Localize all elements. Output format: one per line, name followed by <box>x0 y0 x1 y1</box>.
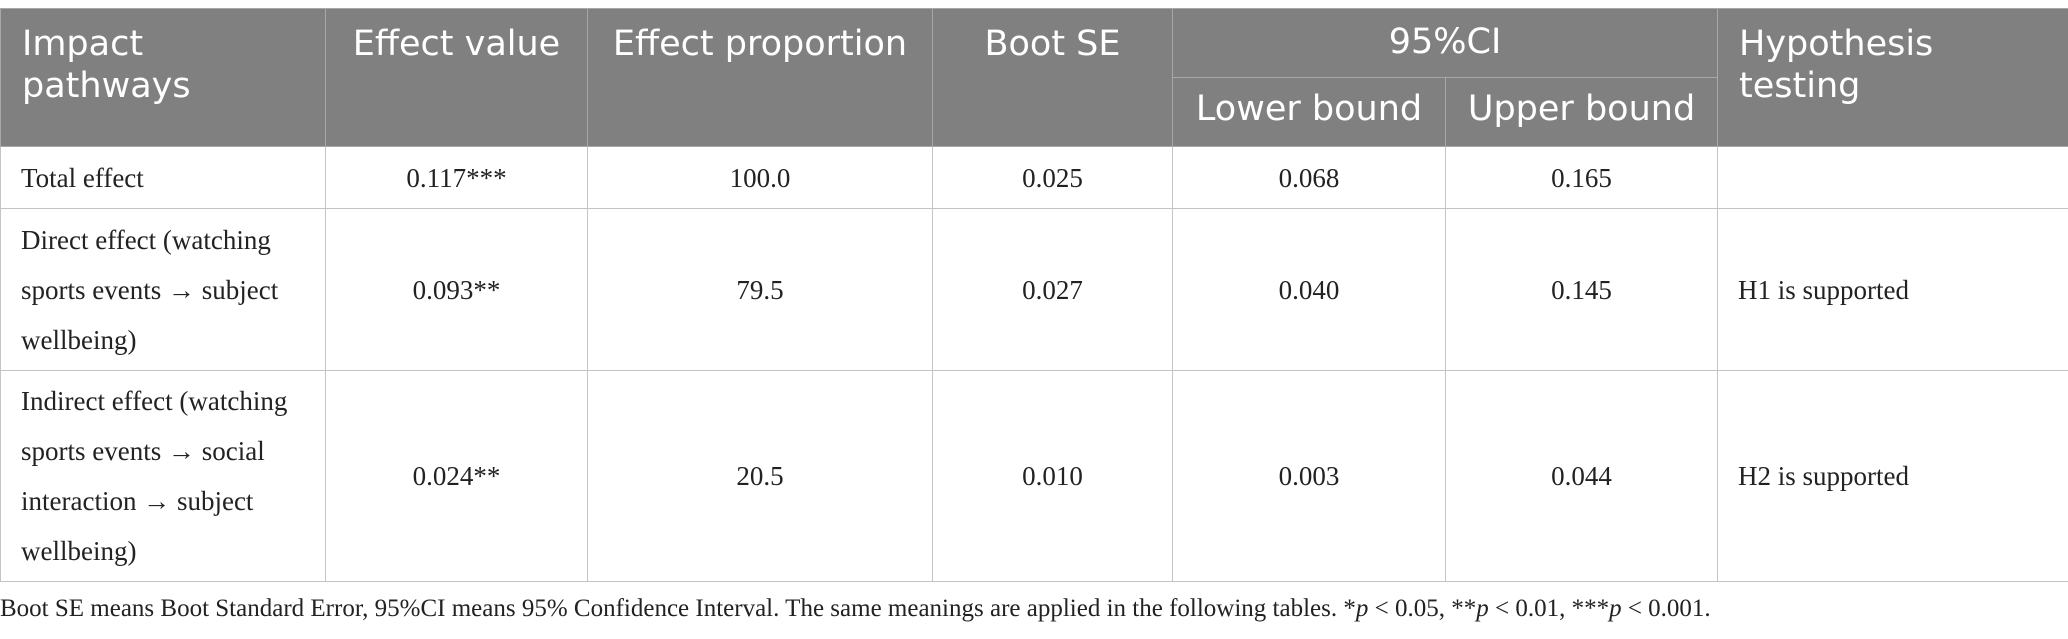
footnote-p-symbol: p <box>1476 595 1489 622</box>
cell-lower-bound: 0.003 <box>1172 370 1446 582</box>
footnote-text: < 0.05, ** <box>1368 595 1477 622</box>
cell-hypothesis <box>1717 146 2068 209</box>
table-header: Impact pathways Effect value Effect prop… <box>0 8 2068 147</box>
header-95ci: 95%CI <box>1172 8 1718 78</box>
cell-boot-se: 0.027 <box>932 208 1173 371</box>
cell-effect-value: 0.117*** <box>325 146 588 209</box>
table-row: Indirect effect (watching sports events … <box>0 370 2068 582</box>
cell-hypothesis: H2 is supported <box>1717 370 2068 582</box>
footnote-text: < 0.01, *** <box>1488 595 1610 622</box>
cell-lower-bound: 0.040 <box>1172 208 1446 371</box>
table-footnote: Boot SE means Boot Standard Error, 95%CI… <box>0 595 1711 623</box>
cell-pathway: Total effect <box>0 146 326 209</box>
cell-upper-bound: 0.044 <box>1445 370 1718 582</box>
header-row-2: Lower bound Upper bound <box>1 77 2068 147</box>
results-table-container: Impact pathways Effect value Effect prop… <box>0 8 2068 582</box>
cell-lower-bound: 0.068 <box>1172 146 1446 209</box>
cell-effect-proportion: 100.0 <box>587 146 933 209</box>
cell-upper-bound: 0.145 <box>1445 208 1718 371</box>
header-lower-bound: Lower bound <box>1172 77 1446 147</box>
cell-pathway: Direct effect (watching sports events → … <box>0 208 326 371</box>
cell-effect-value: 0.024** <box>325 370 588 582</box>
header-impact-pathways: Impact pathways <box>0 8 326 147</box>
mediation-effects-table: Impact pathways Effect value Effect prop… <box>0 8 2068 582</box>
cell-boot-se: 0.010 <box>932 370 1173 582</box>
header-hypothesis-testing: Hypothesis testing <box>1717 8 2068 147</box>
cell-pathway: Indirect effect (watching sports events … <box>0 370 326 582</box>
header-effect-value: Effect value <box>325 8 588 147</box>
footnote-p-symbol: p <box>1609 595 1622 622</box>
header-row-1: Impact pathways Effect value Effect prop… <box>0 8 2068 147</box>
cell-effect-proportion: 20.5 <box>587 370 933 582</box>
cell-effect-proportion: 79.5 <box>587 208 933 371</box>
table-row: Direct effect (watching sports events → … <box>0 208 2068 371</box>
cell-hypothesis: H1 is supported <box>1717 208 2068 371</box>
cell-upper-bound: 0.165 <box>1445 146 1718 209</box>
header-boot-se: Boot SE <box>932 8 1173 147</box>
footnote-p-symbol: p <box>1355 595 1369 622</box>
header-upper-bound: Upper bound <box>1445 77 1718 147</box>
table-body: Total effect 0.117*** 100.0 0.025 0.068 … <box>0 146 2068 582</box>
header-effect-proportion: Effect proportion <box>587 8 933 147</box>
cell-effect-value: 0.093** <box>325 208 588 371</box>
footnote-text: < 0.001. <box>1621 595 1711 622</box>
cell-boot-se: 0.025 <box>932 146 1173 209</box>
footnote-text: Boot SE means Boot Standard Error, 95%CI… <box>0 595 1356 622</box>
table-row: Total effect 0.117*** 100.0 0.025 0.068 … <box>0 146 2068 209</box>
